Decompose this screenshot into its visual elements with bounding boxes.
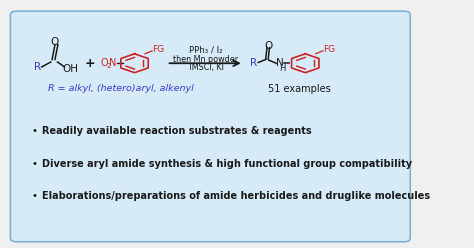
Text: then Mn powder: then Mn powder [173,55,238,64]
Text: R = alkyl, (hetero)aryl, alkenyl: R = alkyl, (hetero)aryl, alkenyl [48,84,194,93]
Text: FG: FG [323,45,335,54]
Text: N: N [109,58,116,68]
Text: Diverse aryl amide synthesis & high functional group compatibility: Diverse aryl amide synthesis & high func… [42,159,412,169]
Text: O: O [51,37,59,47]
Text: O: O [264,41,273,51]
Text: R: R [250,58,258,68]
Text: Readily available reaction substrates & reagents: Readily available reaction substrates & … [42,126,311,136]
Text: PPh₃ / I₂: PPh₃ / I₂ [189,45,222,54]
Text: 51 examples: 51 examples [268,84,331,94]
Text: •: • [31,126,37,136]
Text: OH: OH [63,64,79,74]
Text: N: N [276,58,284,68]
Text: H: H [279,64,285,73]
Text: TMSCl, KI: TMSCl, KI [187,63,224,72]
Text: 2: 2 [107,63,111,69]
Text: Elaborations/preparations of amide herbicides and druglike molecules: Elaborations/preparations of amide herbi… [42,191,430,201]
Text: •: • [31,191,37,201]
FancyBboxPatch shape [10,11,410,242]
Text: •: • [31,159,37,169]
Text: +: + [84,57,95,70]
Text: R: R [34,62,41,72]
Text: FG: FG [152,45,164,54]
Text: O: O [100,58,108,68]
